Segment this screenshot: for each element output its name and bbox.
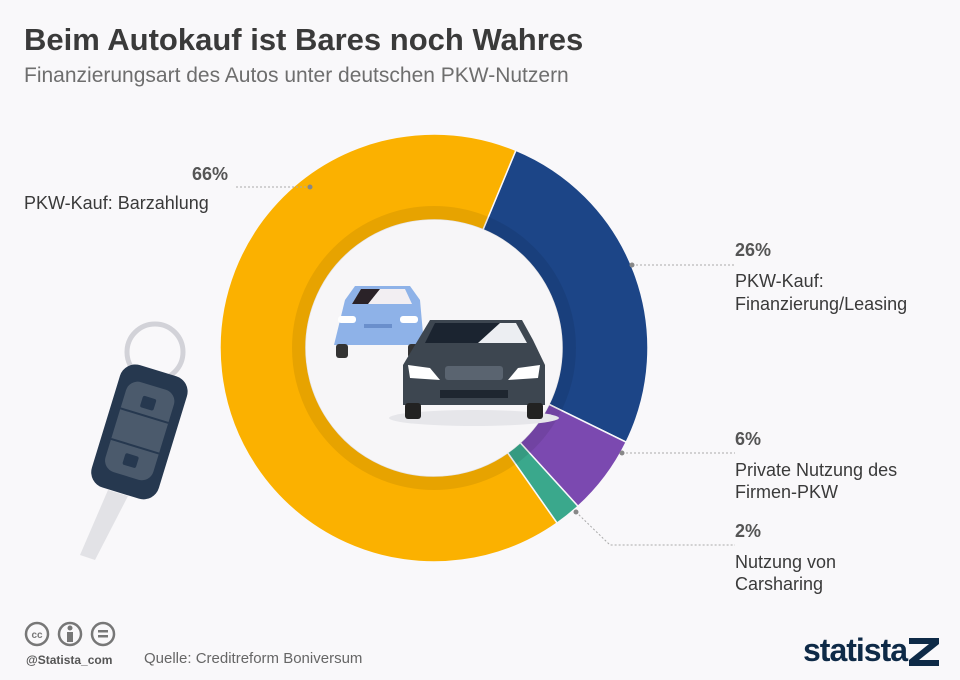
nd-icon [90, 621, 116, 647]
dark-car-icon [389, 320, 559, 426]
label-firmen-percent: 6% [735, 429, 762, 449]
label-carsharing-percent: 2% [735, 521, 762, 541]
label-carsharing-line1: Nutzung von [735, 552, 837, 572]
cc-icon [24, 621, 50, 647]
chart-title: Beim Autokauf ist Bares noch Wahres [24, 22, 584, 57]
leader-line-carsharing [575, 511, 735, 546]
statista-logo: statista [803, 632, 939, 669]
label-barzahlung-percent: 66% [192, 164, 229, 184]
car-key-icon [80, 321, 188, 560]
by-icon [57, 621, 83, 647]
label-finanzierung-line2: Finanzierung/Leasing [735, 294, 908, 314]
chart-subtitle: Finanzierungsart des Autos unter deutsch… [24, 64, 569, 87]
light-blue-car-icon [334, 286, 424, 358]
statista-logo-icon [909, 638, 939, 666]
source-text: Quelle: Creditreform Boniversum [144, 650, 363, 667]
label-finanzierung-line1: PKW-Kauf: [735, 271, 824, 291]
statista-handle: @Statista_com [26, 653, 113, 667]
label-barzahlung: PKW-Kauf: Barzahlung [24, 193, 209, 213]
donut-inner-shade [292, 206, 576, 490]
label-firmen-line1: Private Nutzung des [735, 460, 898, 480]
svg-text:cc: cc [31, 630, 43, 641]
label-firmen-line2: Firmen-PKW [735, 482, 838, 502]
label-carsharing-line2: Carsharing [735, 574, 824, 594]
license-icons: cc [24, 621, 116, 647]
label-finanzierung-percent: 26% [735, 240, 772, 260]
